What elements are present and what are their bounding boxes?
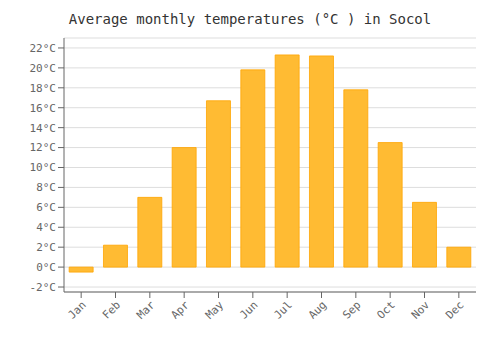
svg-text:6°C: 6°C: [36, 201, 56, 214]
svg-text:2°C: 2°C: [36, 241, 56, 254]
svg-text:May: May: [203, 298, 227, 322]
svg-text:Oct: Oct: [375, 298, 398, 321]
svg-text:Nov: Nov: [409, 298, 433, 322]
svg-text:Dec: Dec: [443, 298, 466, 321]
html-text:Average monthly temperatures (: Average monthly temperatures (°C ) in So…: [68, 11, 432, 27]
svg-text:Sep: Sep: [340, 298, 363, 321]
svg-text:Aug: Aug: [306, 298, 329, 321]
svg-text:Feb: Feb: [100, 298, 123, 321]
svg-text:Jun: Jun: [237, 298, 260, 321]
svg-text:20°C: 20°C: [30, 62, 57, 75]
svg-text:18°C: 18°C: [30, 82, 57, 95]
svg-text:Jan: Jan: [66, 298, 89, 321]
svg-text:-2°C: -2°C: [30, 281, 57, 294]
svg-text:14°C: 14°C: [30, 122, 57, 135]
svg-text:Mar: Mar: [134, 298, 158, 322]
svg-text:Jul: Jul: [272, 298, 295, 321]
svg-text:Apr: Apr: [169, 298, 193, 322]
svg-text:12°C: 12°C: [30, 141, 57, 154]
svg-text:0°C: 0°C: [36, 261, 56, 274]
svg-text:16°C: 16°C: [30, 102, 57, 115]
svg-text:22°C: 22°C: [30, 42, 57, 55]
svg-text:10°C: 10°C: [30, 161, 57, 174]
svg-text:8°C: 8°C: [36, 181, 56, 194]
svg-text:4°C: 4°C: [36, 221, 56, 234]
